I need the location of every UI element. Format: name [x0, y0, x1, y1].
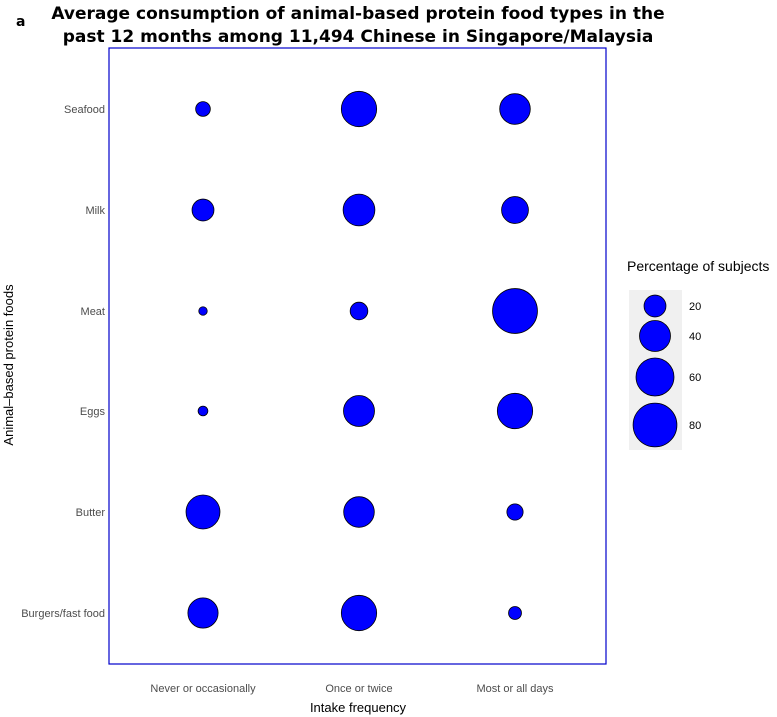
- point-burgers-fast-food-never-or-occasionally: [187, 597, 219, 629]
- point-butter-never-or-occasionally: [185, 494, 221, 530]
- point-seafood-never-or-occasionally: [195, 101, 211, 117]
- plot-panel: [108, 47, 607, 665]
- legend-key-40: [639, 320, 671, 352]
- legend-label-60: 60: [689, 372, 701, 384]
- point-seafood-once-or-twice: [340, 90, 378, 128]
- y-axis-title: Animal–based protein foods: [1, 284, 16, 446]
- x-tick-label-most-or-all-days: Most or all days: [476, 683, 554, 695]
- point-meat-most-or-all-days: [492, 288, 538, 334]
- y-axis-ticks: Seafood Milk Meat Eggs Butter Burgers/fast fo…: [21, 104, 105, 620]
- legend-key-20: [643, 294, 667, 318]
- point-milk-once-or-twice: [342, 193, 376, 227]
- x-tick-label-never-or-occasionally: Never or occasionally: [150, 683, 256, 695]
- chart-title-line-2: past 12 months among 11,494 Chinese in S…: [63, 27, 654, 47]
- y-tick-label-meat: Meat: [81, 306, 105, 318]
- point-seafood-most-or-all-days: [499, 93, 531, 125]
- legend-label-80: 80: [689, 420, 701, 432]
- y-tick-label-milk: Milk: [85, 205, 105, 217]
- y-tick-label-burgers-fast-food: Burgers/fast food: [21, 608, 105, 620]
- size-legend: Percentage of subjects 20 40 60 80: [627, 258, 769, 450]
- point-eggs-most-or-all-days: [496, 392, 534, 430]
- point-butter-most-or-all-days: [506, 503, 524, 521]
- point-butter-once-or-twice: [343, 496, 375, 528]
- point-burgers-fast-food-most-or-all-days: [508, 606, 522, 620]
- point-milk-never-or-occasionally: [191, 198, 215, 222]
- chart-title-line-1: Average consumption of animal-based prot…: [51, 4, 664, 24]
- x-axis-ticks: Never or occasionally Once or twice Most o…: [150, 683, 554, 695]
- legend-key-60: [635, 357, 675, 397]
- y-tick-label-butter: Butter: [76, 507, 106, 519]
- point-meat-never-or-occasionally: [198, 306, 208, 316]
- panel-label: a: [16, 14, 25, 30]
- point-milk-most-or-all-days: [501, 196, 529, 224]
- legend-label-20: 20: [689, 301, 701, 313]
- legend-label-40: 40: [689, 331, 701, 343]
- point-eggs-once-or-twice: [343, 395, 375, 427]
- point-eggs-never-or-occasionally: [197, 405, 209, 417]
- y-tick-label-seafood: Seafood: [64, 104, 105, 116]
- y-tick-label-eggs: Eggs: [80, 406, 106, 418]
- point-burgers-fast-food-once-or-twice: [340, 594, 378, 632]
- legend-key-80: [632, 402, 678, 448]
- x-tick-label-once-or-twice: Once or twice: [325, 683, 392, 695]
- point-meat-once-or-twice: [349, 301, 369, 321]
- data-points: [185, 90, 538, 632]
- legend-title: Percentage of subjects: [627, 258, 769, 274]
- x-axis-title: Intake frequency: [310, 700, 407, 715]
